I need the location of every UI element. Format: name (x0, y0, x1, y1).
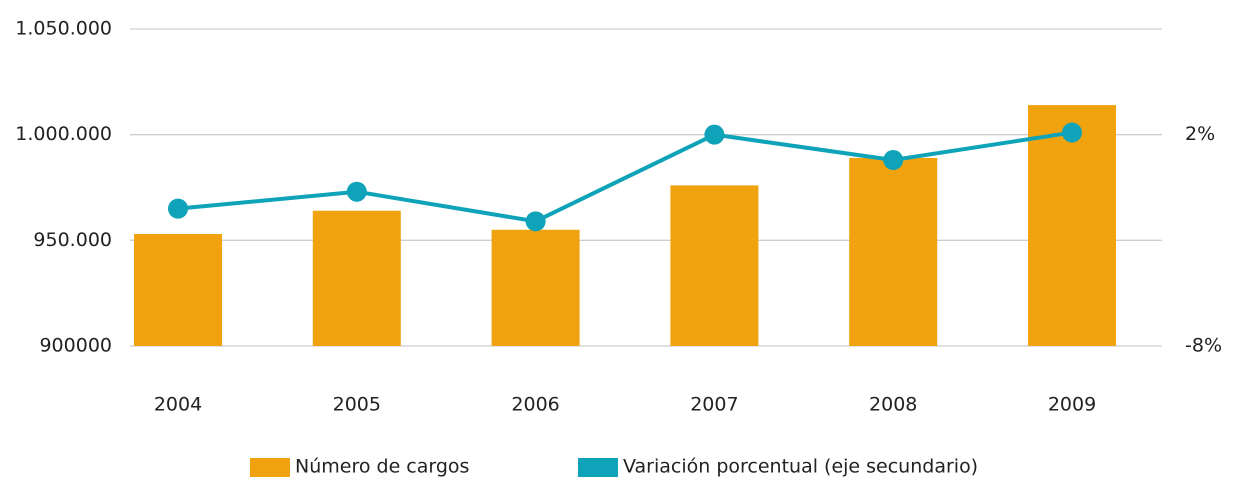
legend-swatch (578, 458, 618, 477)
line-point (525, 211, 546, 232)
x-tick-label: 2004 (154, 394, 202, 416)
bar (312, 210, 401, 346)
legend-swatch (250, 458, 290, 477)
bar (1028, 105, 1116, 346)
x-tick-label: 2009 (1048, 394, 1096, 416)
bar (670, 185, 759, 346)
legend-label: Número de cargos (295, 456, 469, 478)
line-point (883, 150, 904, 171)
bar (849, 157, 938, 346)
y2-tick-label: 2% (1185, 123, 1215, 145)
y-tick-label: 900000 (39, 335, 112, 357)
line-point (704, 124, 725, 145)
x-tick-label: 2008 (869, 394, 917, 416)
legend-label: Variación porcentual (eje secundario) (623, 456, 978, 478)
y2-tick-label: -8% (1185, 335, 1222, 357)
x-tick-label: 2007 (690, 394, 738, 416)
bar (134, 233, 222, 346)
x-tick-label: 2006 (511, 394, 559, 416)
line-point (1062, 122, 1082, 143)
bar (491, 229, 580, 346)
line (177, 130, 1073, 224)
y-tick-label: 1.000.000 (15, 123, 112, 145)
y-tick-label: 1.050.000 (15, 18, 112, 40)
x-tick-label: 2005 (333, 394, 381, 416)
y-tick-label: 950.000 (33, 229, 112, 251)
line-point (346, 181, 367, 202)
line-point (168, 198, 188, 219)
